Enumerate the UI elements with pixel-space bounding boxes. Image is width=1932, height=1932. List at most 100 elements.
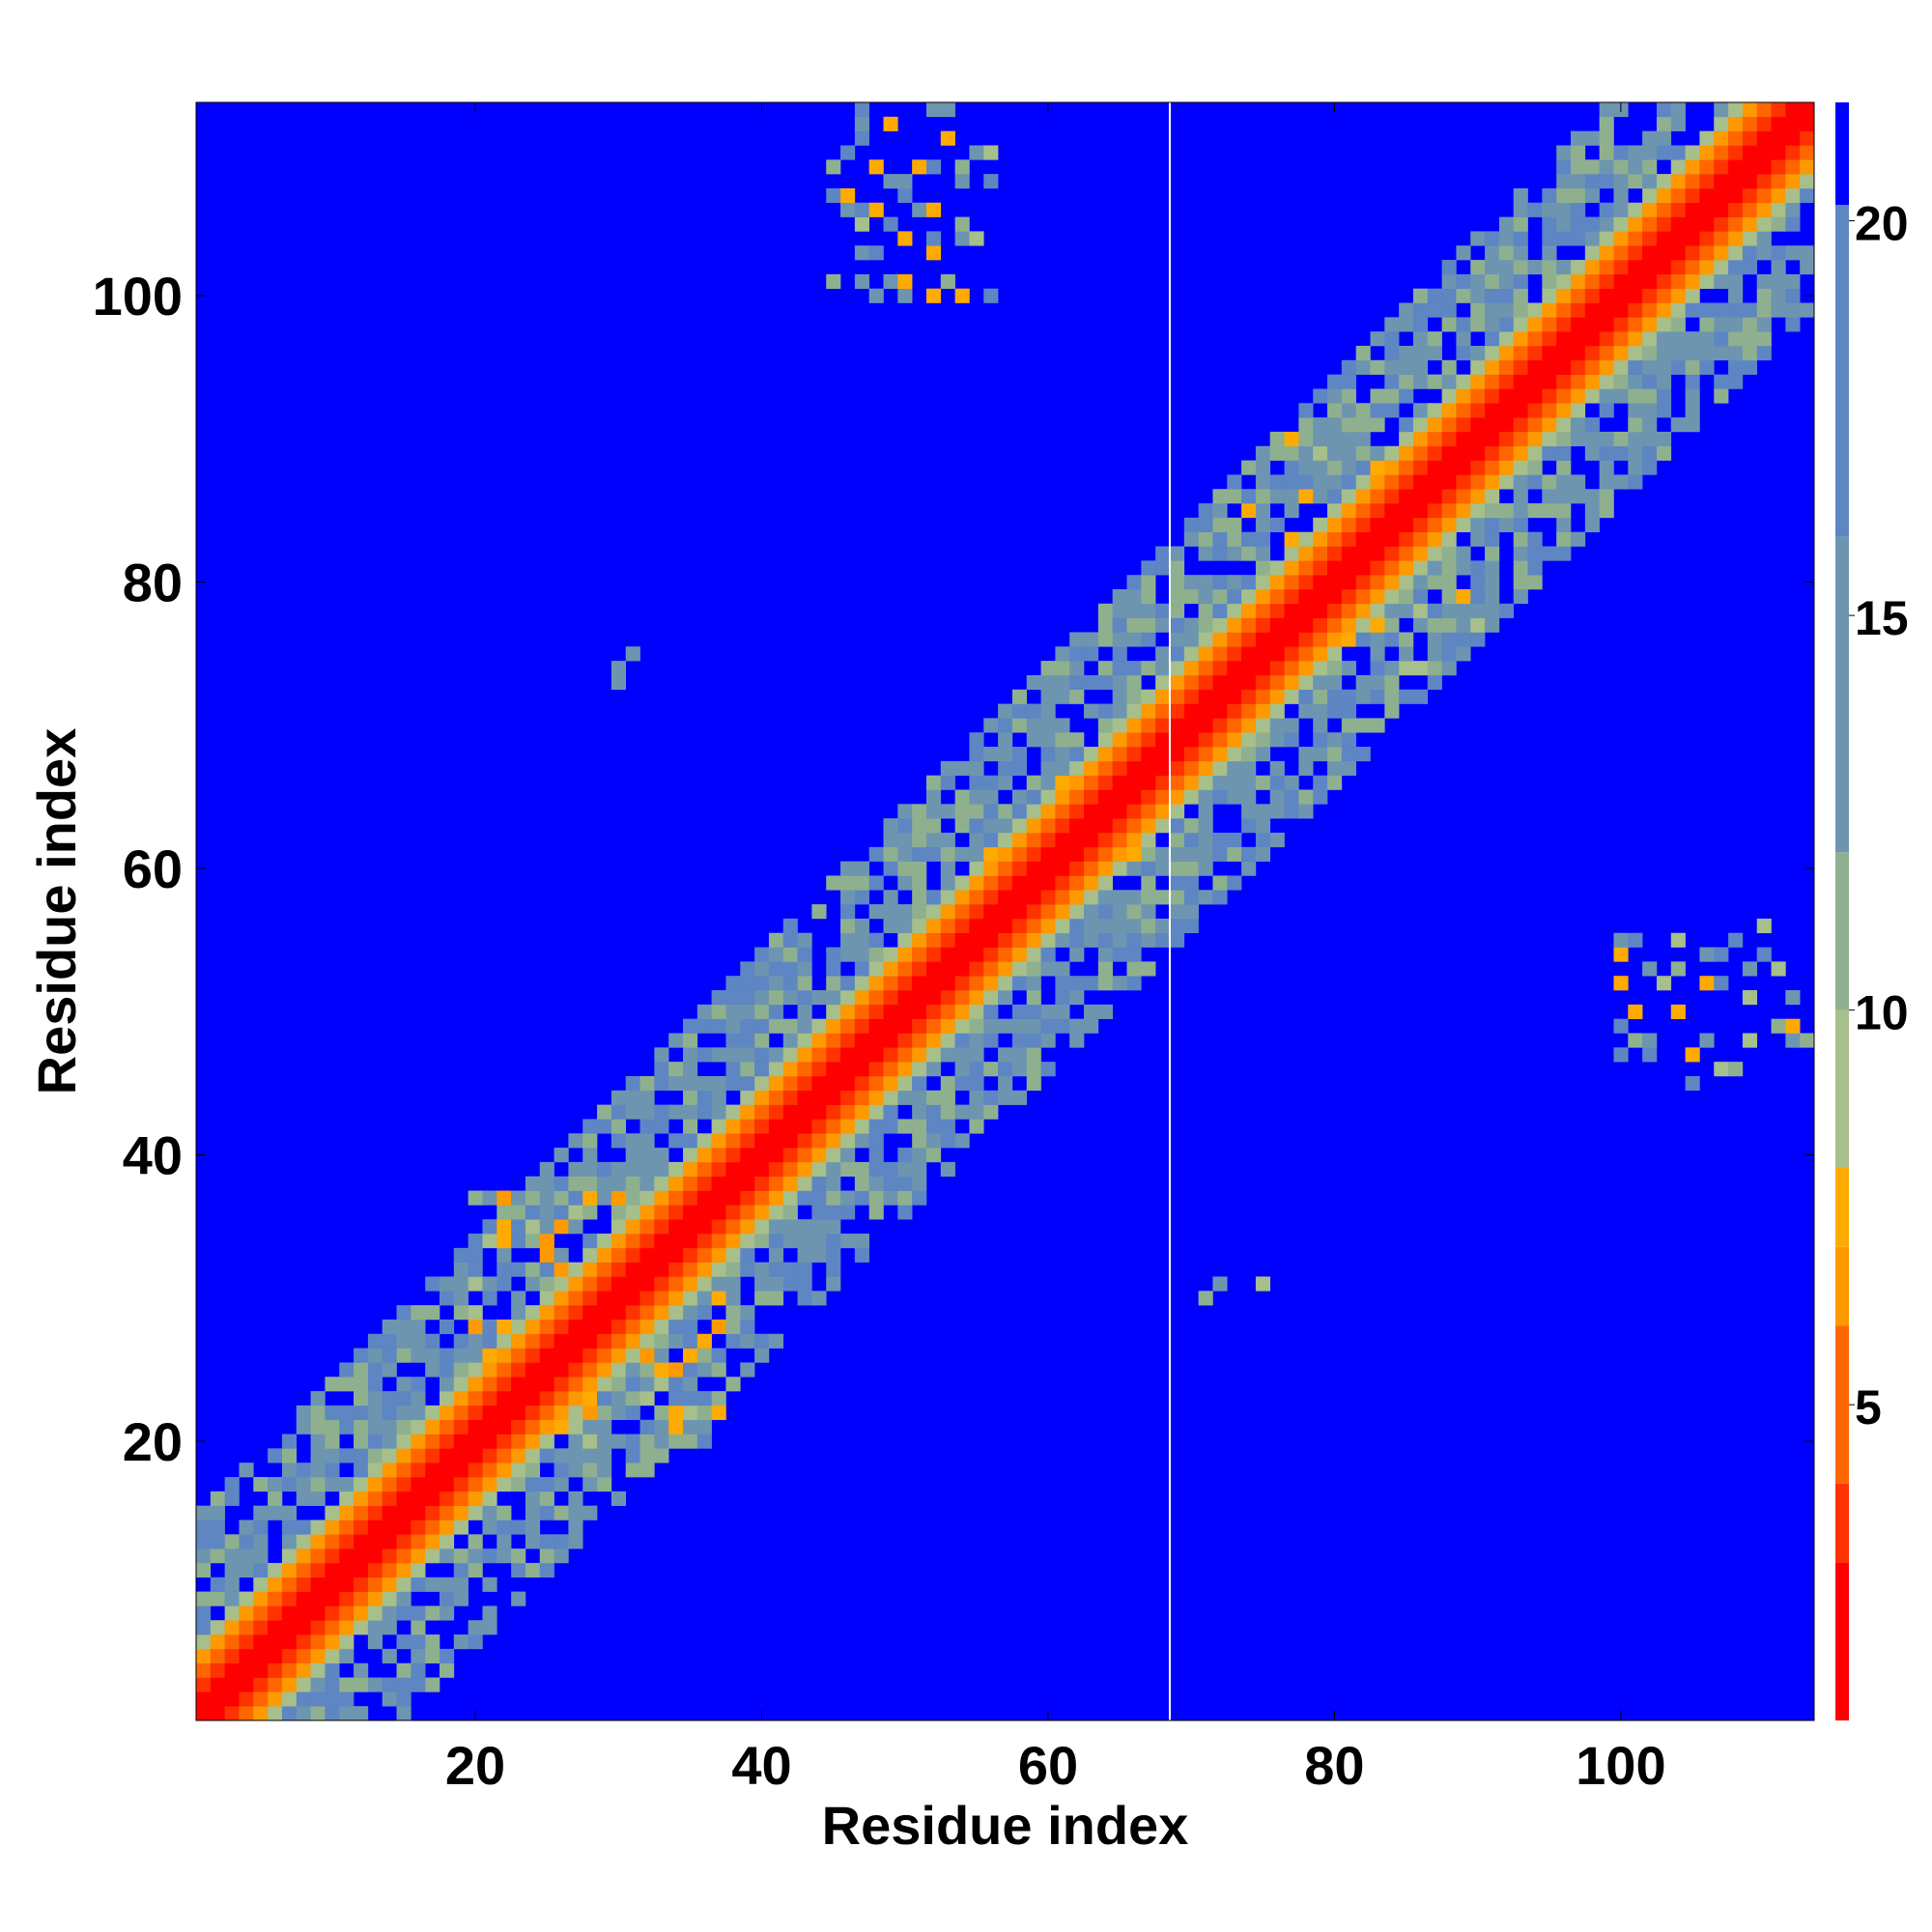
heatmap-cell [1241,546,1257,561]
heatmap-cell [511,1190,526,1206]
heatmap-cell [1656,231,1672,246]
heatmap-cell [482,1190,497,1206]
heatmap-cell [1485,603,1500,618]
heatmap-cell [1341,588,1356,605]
heatmap-cell [224,1634,240,1650]
heatmap-cell [654,1262,669,1277]
heatmap-cell [1241,460,1257,475]
heatmap-cell [782,1234,798,1249]
heatmap-cell [625,1276,640,1292]
heatmap-cell [1255,632,1271,647]
heatmap-cell [912,818,927,834]
heatmap-cell [1327,489,1343,504]
heatmap-cell [1097,1004,1113,1019]
heatmap-cell [1227,588,1242,605]
heatmap-cell [883,174,898,189]
heatmap-cell [468,1377,483,1392]
heatmap-cell [897,904,913,920]
heatmap-cell [1313,445,1328,461]
heatmap-cell [1599,345,1614,361]
heatmap-cell [1685,331,1700,347]
heatmap-cell [1756,102,1772,118]
heatmap-cell [310,1448,326,1463]
heatmap-cell [1198,804,1213,819]
heatmap-cell [1771,159,1786,175]
heatmap-cell [1628,202,1643,217]
heatmap-cell [468,1247,483,1263]
heatmap-cell [1771,273,1786,289]
heatmap-cell [1498,302,1515,318]
heatmap-cell [897,273,913,289]
heatmap-cell [1055,718,1070,733]
heatmap-cell [1313,632,1328,647]
heatmap-cell [1427,560,1442,576]
heatmap-cell [1513,431,1528,447]
heatmap-cell [1728,932,1744,948]
heatmap-cell [382,1477,397,1492]
heatmap-cell [998,703,1013,719]
heatmap-cell [382,1448,397,1463]
heatmap-cell [1742,260,1757,275]
heatmap-cell [1800,1033,1815,1048]
heatmap-cell [1284,661,1299,676]
heatmap-cell [840,202,856,217]
heatmap-cell [1126,804,1142,819]
heatmap-cell [1542,403,1557,418]
heatmap-cell [696,1018,712,1034]
heatmap-cell [797,1148,812,1163]
heatmap-cell [382,1405,397,1421]
heatmap-cell [668,1377,684,1392]
heatmap-cell [925,159,942,175]
heatmap-cell [468,1348,483,1363]
heatmap-cell [983,775,999,790]
heatmap-cell [296,1534,311,1549]
heatmap-cell [912,846,927,862]
heatmap-cell [1341,445,1356,461]
heatmap-cell [1069,890,1085,905]
heatmap-cell [1241,775,1257,790]
heatmap-cell [1441,546,1457,561]
heatmap-cell [1470,345,1486,361]
heatmap-cell [826,947,841,962]
heatmap-cell [1785,302,1801,318]
heatmap-cell [281,1434,298,1449]
heatmap-cell [639,1133,655,1149]
heatmap-cell [196,1520,212,1535]
heatmap-cell [439,1548,455,1564]
heatmap-cell [597,1247,612,1263]
heatmap-cell [1026,846,1041,862]
heatmap-cell [725,1133,741,1149]
heatmap-cell [1399,445,1414,461]
heatmap-cell [696,1004,712,1019]
heatmap-cell [354,1520,369,1535]
heatmap-cell [1412,374,1429,389]
heatmap-cell [1456,317,1471,332]
heatmap-cell [1527,460,1543,475]
heatmap-cell [1155,918,1171,934]
heatmap-cell [253,1662,269,1678]
heatmap-cell [1327,732,1343,748]
heatmap-cell [1399,374,1414,389]
heatmap-cell [1241,703,1257,719]
heatmap-cell [969,732,984,748]
heatmap-cell [811,1018,827,1034]
heatmap-cell [1241,632,1257,647]
heatmap-cell [354,1405,369,1421]
heatmap-cell [1656,374,1672,389]
heatmap-cell [940,1104,955,1120]
heatmap-cell [1399,560,1414,576]
heatmap-cell [797,1047,812,1063]
heatmap-cell [453,1477,469,1492]
heatmap-cell [511,1362,526,1378]
heatmap-cell [1069,646,1085,662]
heatmap-cell [1084,674,1099,691]
heatmap-cell [625,1262,640,1277]
heatmap-cell [1040,732,1056,748]
heatmap-cell [611,1205,626,1220]
heatmap-cell [1269,732,1285,748]
heatmap-cell [1011,832,1028,848]
heatmap-cell [1498,460,1515,475]
heatmap-cell [1584,245,1600,261]
heatmap-cell [1785,174,1801,189]
heatmap-cell [1112,904,1127,920]
